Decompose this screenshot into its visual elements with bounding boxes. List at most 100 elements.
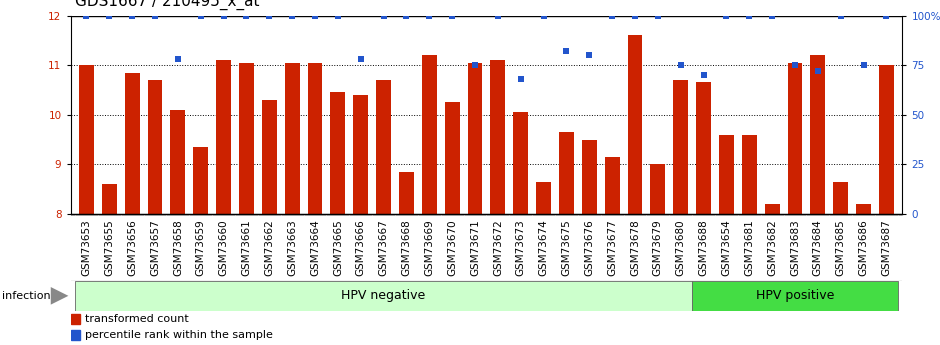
Text: GSM73677: GSM73677 — [607, 219, 618, 276]
Text: GSM73671: GSM73671 — [470, 219, 480, 276]
Point — [559, 49, 574, 54]
Point — [194, 13, 209, 18]
Text: GSM73658: GSM73658 — [173, 219, 183, 276]
Bar — [170, 110, 185, 214]
Text: GDS1667 / 210495_x_at: GDS1667 / 210495_x_at — [75, 0, 259, 10]
Text: GSM73686: GSM73686 — [858, 219, 869, 276]
Text: GSM73680: GSM73680 — [676, 219, 685, 276]
Text: GSM73666: GSM73666 — [355, 219, 366, 276]
Point — [422, 13, 437, 18]
Text: GSM73654: GSM73654 — [721, 219, 731, 276]
Point — [467, 62, 482, 68]
Text: GSM73662: GSM73662 — [264, 219, 274, 276]
Point — [879, 13, 894, 18]
Text: GSM73679: GSM73679 — [653, 219, 663, 276]
Text: GSM73661: GSM73661 — [242, 219, 252, 276]
Bar — [559, 132, 573, 214]
Point — [216, 13, 231, 18]
Text: percentile rank within the sample: percentile rank within the sample — [85, 330, 273, 340]
Bar — [628, 36, 642, 214]
Bar — [833, 182, 848, 214]
Bar — [307, 63, 322, 214]
Point — [399, 13, 414, 18]
Bar — [125, 72, 140, 214]
Point — [742, 13, 757, 18]
Point — [491, 13, 506, 18]
Bar — [400, 172, 414, 214]
Bar — [810, 55, 825, 214]
Text: GSM73683: GSM73683 — [790, 219, 800, 276]
Bar — [536, 182, 551, 214]
Text: GSM73656: GSM73656 — [127, 219, 137, 276]
Text: HPV negative: HPV negative — [341, 289, 426, 302]
Text: GSM73684: GSM73684 — [813, 219, 822, 276]
Text: GSM73672: GSM73672 — [493, 219, 503, 276]
Point — [307, 13, 322, 18]
Bar — [262, 100, 276, 214]
Bar — [445, 102, 460, 214]
Bar — [79, 65, 94, 214]
Point — [650, 13, 666, 18]
Text: GSM73669: GSM73669 — [424, 219, 434, 276]
Text: GSM73673: GSM73673 — [516, 219, 525, 276]
Bar — [719, 135, 734, 214]
Point — [445, 13, 460, 18]
Bar — [513, 112, 528, 214]
Text: GSM73663: GSM73663 — [288, 219, 297, 276]
Text: infection: infection — [2, 291, 51, 301]
Point — [833, 13, 848, 18]
Point — [148, 13, 163, 18]
Bar — [70, 330, 80, 340]
Text: GSM73659: GSM73659 — [196, 219, 206, 276]
Point — [170, 57, 185, 62]
Point — [376, 13, 391, 18]
Text: transformed count: transformed count — [85, 314, 188, 324]
Text: GSM73685: GSM73685 — [836, 219, 846, 276]
Text: GSM73678: GSM73678 — [630, 219, 640, 276]
Text: GSM73665: GSM73665 — [333, 219, 343, 276]
Bar — [467, 63, 482, 214]
Text: GSM73688: GSM73688 — [698, 219, 709, 276]
Text: GSM73681: GSM73681 — [744, 219, 754, 276]
Point — [330, 13, 345, 18]
Bar — [353, 95, 368, 214]
Text: GSM73660: GSM73660 — [219, 219, 228, 276]
Point — [764, 13, 779, 18]
Text: GSM73676: GSM73676 — [585, 219, 594, 276]
Point — [719, 13, 734, 18]
Bar — [856, 204, 871, 214]
Point — [673, 62, 688, 68]
Text: GSM73667: GSM73667 — [379, 219, 388, 276]
Bar — [216, 60, 231, 214]
Text: GSM73675: GSM73675 — [561, 219, 572, 276]
Bar — [102, 184, 117, 214]
Point — [810, 68, 825, 74]
Bar — [331, 92, 345, 214]
Text: GSM73664: GSM73664 — [310, 219, 320, 276]
Point — [696, 72, 711, 78]
Bar — [788, 63, 803, 214]
Text: GSM73653: GSM73653 — [82, 219, 91, 276]
Point — [582, 52, 597, 58]
Bar — [742, 135, 757, 214]
Point — [536, 13, 551, 18]
Text: GSM73682: GSM73682 — [767, 219, 777, 276]
Bar — [697, 82, 711, 214]
Bar — [75, 281, 692, 310]
Bar — [239, 63, 254, 214]
Bar — [765, 204, 779, 214]
Text: GSM73657: GSM73657 — [150, 219, 160, 276]
Bar — [194, 147, 208, 214]
Point — [79, 13, 94, 18]
Bar — [582, 139, 597, 214]
Point — [285, 13, 300, 18]
Bar — [879, 65, 894, 214]
Bar — [604, 157, 619, 214]
Bar — [70, 314, 80, 324]
Text: GSM73668: GSM73668 — [401, 219, 412, 276]
Point — [856, 62, 871, 68]
Bar — [491, 60, 506, 214]
Text: GSM73655: GSM73655 — [104, 219, 115, 276]
Bar — [692, 281, 898, 310]
Point — [628, 13, 643, 18]
